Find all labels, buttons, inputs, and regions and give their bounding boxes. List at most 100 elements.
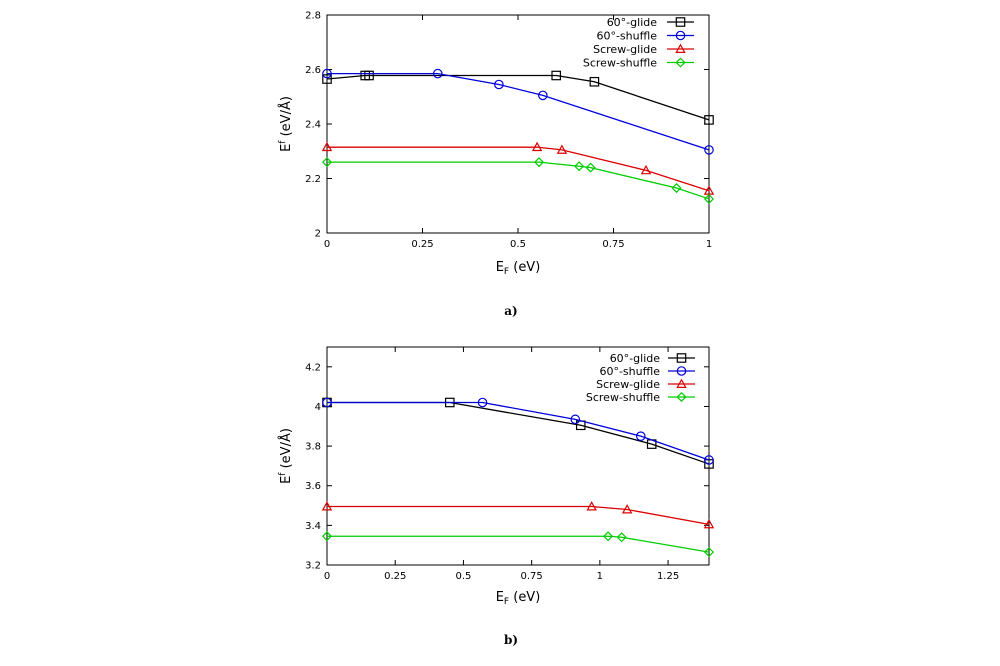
series-line xyxy=(327,161,710,200)
legend-label: 60°-glide xyxy=(607,16,658,29)
y-axis-title: Ef (eV/Å) xyxy=(278,428,294,484)
data-point-circle xyxy=(477,397,488,408)
chart-panel-2: 0 0.25 0.5 0.75 1 1.253.23.43.63.844.2EF (eV)… xyxy=(278,346,715,647)
data-point-square xyxy=(589,76,600,87)
data-point-triangle xyxy=(621,504,633,514)
data-point-diamond xyxy=(574,161,585,172)
series-line xyxy=(327,146,710,192)
legend-label: Screw-glide xyxy=(593,43,657,56)
x-axis-title-main: E xyxy=(496,590,504,605)
data-point-circle xyxy=(322,68,332,79)
legend-marker-triangle xyxy=(676,378,687,388)
legend-label: Screw-shuffle xyxy=(583,57,657,70)
data-point-diamond xyxy=(616,532,627,543)
data-point-diamond xyxy=(703,547,715,558)
data-point-triangle xyxy=(703,518,715,529)
data-point-triangle xyxy=(531,141,543,152)
data-point-diamond xyxy=(671,182,682,194)
data-point-triangle xyxy=(321,141,333,152)
y-tick-label: 2.2 xyxy=(305,174,321,185)
y-tick-label: 2 xyxy=(315,229,321,240)
series-4 xyxy=(321,531,715,558)
y-axis-title-main: E xyxy=(279,144,294,152)
data-point-diamond xyxy=(585,162,596,173)
x-tick-label: 0.25 xyxy=(411,239,433,250)
legend-label: 60°-shuffle xyxy=(596,30,657,43)
legend-marker-triangle xyxy=(675,43,686,53)
x-axis-title-sub: F xyxy=(504,267,509,277)
data-point-triangle xyxy=(640,164,652,175)
data-point-diamond xyxy=(321,531,333,542)
series-line xyxy=(327,505,710,526)
series-2 xyxy=(322,397,714,465)
data-point-diamond xyxy=(321,157,333,168)
x-tick-label: 1 xyxy=(706,239,712,250)
series-1 xyxy=(322,70,714,125)
legend-marker-square xyxy=(675,17,686,27)
chart-panel-1: 0 0.25 0.5 0.75 122.22.42.62.8EF (eV)Ef (eV/… xyxy=(278,11,715,318)
y-tick-label: 3.4 xyxy=(305,521,321,532)
y-tick-label: 4 xyxy=(315,402,321,413)
data-point-circle xyxy=(704,455,714,465)
y-axis-title: Ef (eV/Å) xyxy=(278,96,294,152)
series-3 xyxy=(321,141,715,195)
y-tick-label: 2.4 xyxy=(305,120,321,131)
y-axis-title-main: E xyxy=(279,476,294,484)
x-axis-title-unit: (eV) xyxy=(509,260,540,275)
y-axis-title-sup: f xyxy=(278,472,288,476)
y-tick-label: 2.8 xyxy=(305,11,321,22)
series-line xyxy=(327,72,710,151)
x-axis-title-unit: (eV) xyxy=(509,590,540,605)
legend-label: 60°-shuffle xyxy=(599,365,660,378)
data-point-circle xyxy=(635,431,646,441)
x-axis-title: EF (eV) xyxy=(496,590,541,607)
x-axis-title-main: E xyxy=(496,260,504,275)
series-4 xyxy=(321,157,715,204)
panel-label: b) xyxy=(504,633,518,647)
legend-marker-circle xyxy=(676,366,687,376)
data-point-triangle xyxy=(321,501,333,511)
y-tick-label: 3.2 xyxy=(305,561,321,572)
data-point-circle xyxy=(570,414,581,425)
panel-label: a) xyxy=(504,304,517,318)
legend-marker-circle xyxy=(675,30,686,41)
x-tick-label: 1 xyxy=(597,571,603,582)
data-point-diamond xyxy=(602,531,614,542)
x-tick-label: 1.25 xyxy=(657,571,679,582)
x-tick-label: 0 xyxy=(324,571,330,582)
data-point-circle xyxy=(538,90,548,101)
legend-label: Screw-glide xyxy=(596,378,660,391)
y-axis-title-unit: (eV/Å) xyxy=(278,96,294,140)
x-tick-label: 0.75 xyxy=(521,571,543,582)
series-line xyxy=(327,401,710,461)
series-3 xyxy=(321,501,715,529)
data-point-diamond xyxy=(703,193,715,204)
series-line xyxy=(327,535,710,553)
data-point-circle xyxy=(432,68,443,79)
data-point-triangle xyxy=(586,501,597,511)
y-axis-title-sup: f xyxy=(278,140,288,144)
legend-label: Screw-shuffle xyxy=(586,391,660,404)
x-axis-title: EF (eV) xyxy=(496,260,541,277)
x-tick-label: 0.5 xyxy=(455,571,471,582)
legend: 60°-glide60°-shuffleScrew-glideScrew-shu… xyxy=(586,352,695,404)
legend-label: 60°-glide xyxy=(610,352,661,365)
x-axis-title-sub: F xyxy=(504,597,509,607)
data-point-diamond xyxy=(533,157,545,168)
legend: 60°-glide60°-shuffleScrew-glideScrew-shu… xyxy=(583,16,694,70)
legend-marker-square xyxy=(676,353,687,363)
data-point-square xyxy=(322,74,332,84)
series-2 xyxy=(322,68,714,155)
data-point-circle xyxy=(704,145,714,155)
y-axis-title-unit: (eV/Å) xyxy=(278,428,294,472)
series-line xyxy=(327,401,710,465)
y-tick-label: 3.8 xyxy=(305,442,321,453)
y-tick-label: 3.6 xyxy=(305,481,321,492)
y-tick-label: 4.2 xyxy=(305,362,321,373)
legend-marker-diamond xyxy=(675,57,686,68)
x-tick-label: 0.5 xyxy=(510,239,526,250)
legend-marker-diamond xyxy=(676,391,687,403)
x-tick-label: 0.75 xyxy=(602,239,624,250)
data-point-triangle xyxy=(556,144,568,154)
series-line xyxy=(326,74,710,121)
